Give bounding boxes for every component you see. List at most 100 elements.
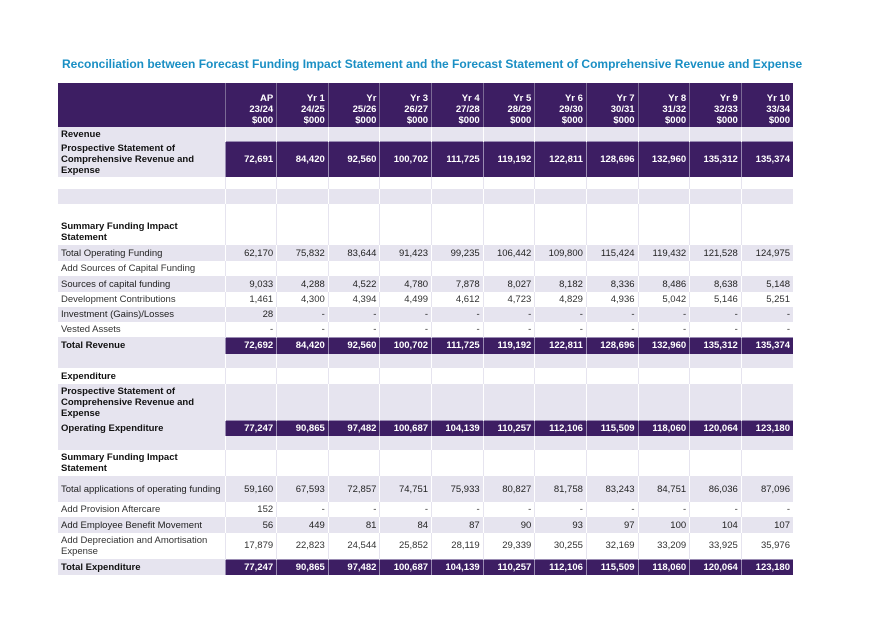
row-value-cell: - xyxy=(534,307,587,322)
row-value-cell xyxy=(534,189,587,204)
row-value-cell: 84,420 xyxy=(276,336,329,354)
row-value-cell: 92,560 xyxy=(327,336,380,354)
row-value-cell: - xyxy=(585,502,639,517)
row-value-cell xyxy=(482,127,535,141)
row-value-cell: 115,424 xyxy=(585,245,639,261)
row-value-cell: 120,064 xyxy=(689,419,742,436)
row-value-cell: - xyxy=(327,322,380,337)
column-header: Yr 4 27/28 $000 xyxy=(431,83,484,127)
row-value-cell: 4,522 xyxy=(327,276,380,292)
row-value-cell xyxy=(327,204,380,219)
row-value-cell: 100 xyxy=(637,517,690,533)
row-value-cell xyxy=(637,368,690,384)
row-value-cell: - xyxy=(534,322,587,337)
row-label: Operating Expenditure xyxy=(58,420,226,436)
row-value-cell: 35,976 xyxy=(740,533,793,559)
row-label: Total Expenditure xyxy=(58,559,226,575)
row-value-cell: - xyxy=(379,502,432,517)
header-label-cell xyxy=(58,83,226,127)
row-value-cell xyxy=(224,384,277,420)
row-value-cell: 72,692 xyxy=(224,336,277,354)
row-value-cell xyxy=(276,189,329,204)
column-header-l1: Yr 6 xyxy=(564,93,583,104)
column-header-l3: $000 xyxy=(355,115,377,126)
row-value-cell xyxy=(534,177,587,189)
row-value-cell: 4,780 xyxy=(379,276,432,292)
row-value-cell xyxy=(689,261,742,276)
row-value-cell: 83,243 xyxy=(585,476,639,502)
row-value-cell xyxy=(637,204,690,219)
row-value-cell xyxy=(534,450,587,476)
row-value-cell: - xyxy=(482,502,535,517)
table-row xyxy=(58,177,793,189)
row-value-cell xyxy=(379,384,432,420)
row-value-cell: 119,432 xyxy=(637,245,690,261)
row-value-cell xyxy=(431,189,484,204)
row-value-cell xyxy=(689,384,742,420)
row-value-cell: 5,251 xyxy=(740,292,793,307)
table-row: Expenditure xyxy=(58,368,793,384)
row-value-cell xyxy=(276,219,329,245)
row-value-cell: - xyxy=(534,502,587,517)
row-value-cell xyxy=(585,177,639,189)
row-value-cell: 128,696 xyxy=(585,336,639,354)
row-value-cell: 28 xyxy=(224,307,277,322)
row-value-cell xyxy=(482,177,535,189)
row-value-cell xyxy=(585,450,639,476)
row-value-cell xyxy=(379,189,432,204)
row-value-cell: 67,593 xyxy=(276,476,329,502)
row-value-cell xyxy=(482,436,535,450)
row-label: Development Contributions xyxy=(58,292,226,307)
row-value-cell xyxy=(327,177,380,189)
table-row: Sources of capital funding 9,033 4,288 4,52… xyxy=(58,276,793,292)
row-value-cell xyxy=(689,127,742,141)
column-header-l2: 23/24 xyxy=(249,104,274,115)
table-row: Summary Funding Impact Statement xyxy=(58,219,793,245)
row-value-cell: 8,486 xyxy=(637,276,690,292)
row-value-cell xyxy=(482,189,535,204)
table-row: Total Operating Funding 62,170 75,832 83,64… xyxy=(58,245,793,261)
row-value-cell xyxy=(327,368,380,384)
row-value-cell: 118,060 xyxy=(637,558,690,575)
row-value-cell xyxy=(327,354,380,368)
row-value-cell: - xyxy=(585,322,639,337)
row-value-cell xyxy=(637,127,690,141)
table-row xyxy=(58,204,793,219)
row-value-cell: - xyxy=(431,307,484,322)
row-value-cell xyxy=(534,368,587,384)
table-row: Vested Assets - - - - - - - - - - - xyxy=(58,322,793,337)
row-value-cell xyxy=(379,219,432,245)
row-label: Total Revenue xyxy=(58,337,226,354)
row-value-cell: 104 xyxy=(689,517,742,533)
row-value-cell xyxy=(379,261,432,276)
row-value-cell xyxy=(276,384,329,420)
row-value-cell xyxy=(689,177,742,189)
row-value-cell xyxy=(224,177,277,189)
row-value-cell xyxy=(740,127,793,141)
row-value-cell: 33,925 xyxy=(689,533,742,559)
column-header: Yr 6 29/30 $000 xyxy=(534,83,587,127)
row-value-cell: 110,257 xyxy=(482,419,535,436)
row-value-cell: - xyxy=(482,322,535,337)
row-value-cell xyxy=(431,436,484,450)
row-value-cell: 81,758 xyxy=(534,476,587,502)
row-value-cell: 106,442 xyxy=(482,245,535,261)
row-value-cell xyxy=(637,354,690,368)
row-value-cell xyxy=(740,436,793,450)
row-value-cell xyxy=(431,384,484,420)
row-value-cell xyxy=(327,219,380,245)
row-label: Add Sources of Capital Funding xyxy=(58,261,226,276)
row-value-cell: 59,160 xyxy=(224,476,277,502)
column-header-l2: 27/28 xyxy=(455,104,480,115)
row-value-cell xyxy=(689,189,742,204)
row-value-cell: 77,247 xyxy=(224,558,277,575)
row-value-cell xyxy=(689,450,742,476)
row-label: Add Employee Benefit Movement xyxy=(58,517,226,533)
row-value-cell: 81 xyxy=(327,517,380,533)
row-value-cell xyxy=(431,354,484,368)
row-value-cell xyxy=(740,219,793,245)
column-header: Yr 10 33/34 $000 xyxy=(740,83,793,127)
row-value-cell: 97,482 xyxy=(327,558,380,575)
row-value-cell: 25,852 xyxy=(379,533,432,559)
